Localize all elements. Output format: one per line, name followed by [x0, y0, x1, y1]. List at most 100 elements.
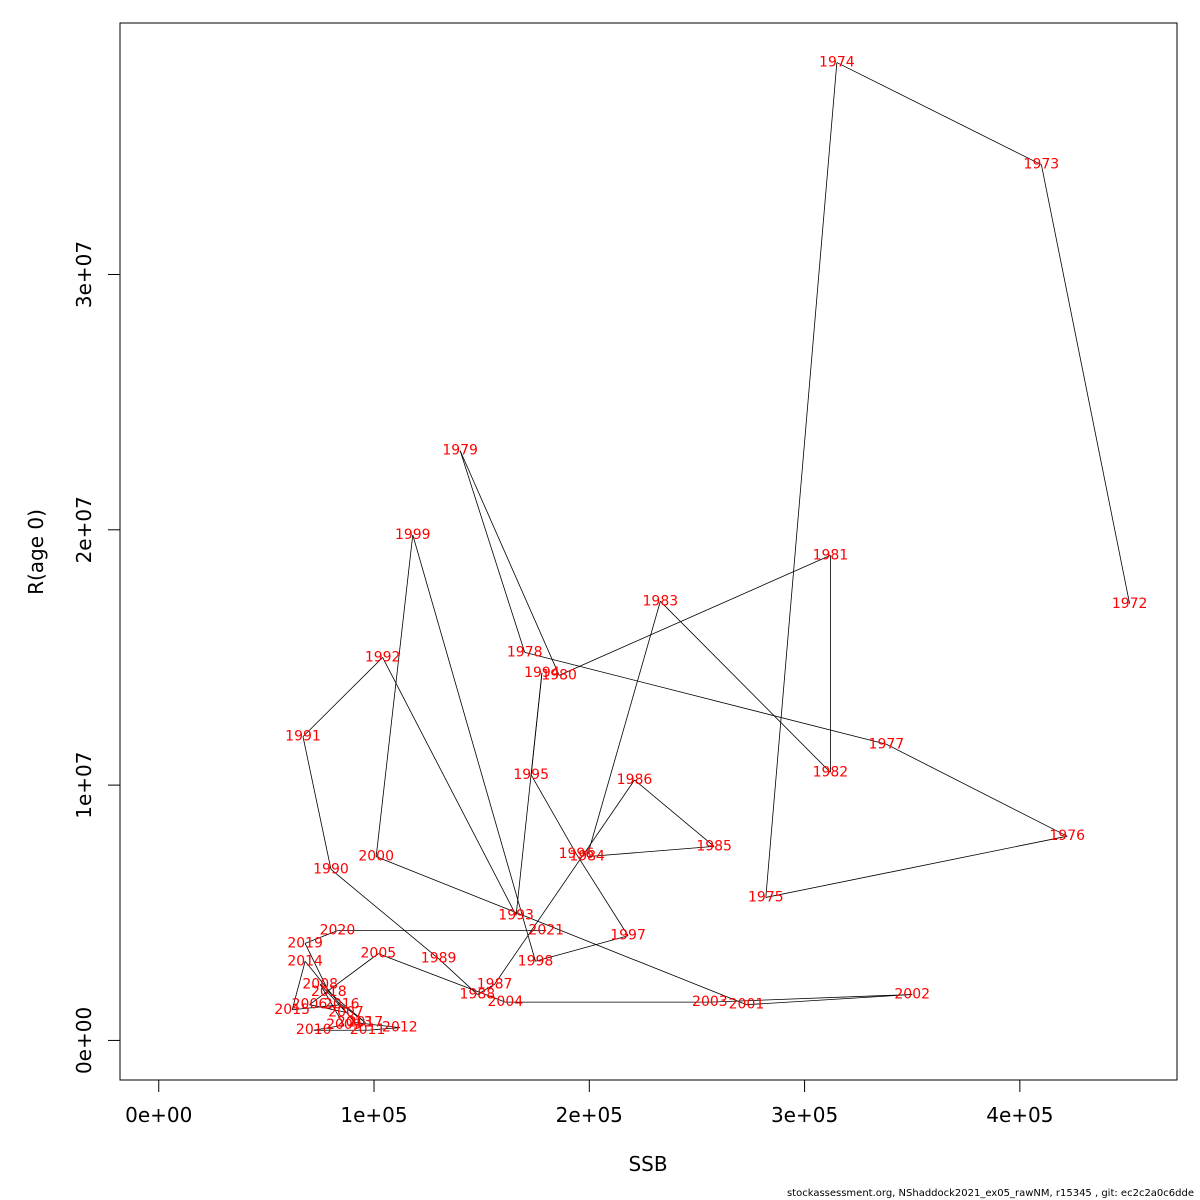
point-label-2008: 2008 — [302, 976, 338, 992]
point-label-1986: 1986 — [617, 772, 653, 788]
segment-2005-2006 — [309, 953, 379, 1006]
x-axis-title: SSB — [628, 1152, 667, 1176]
plot-border — [119, 22, 1178, 1081]
point-label-2015: 2015 — [274, 1002, 310, 1018]
segment-2002-2003 — [709, 994, 913, 1003]
segment-2011-2012 — [367, 1027, 400, 1031]
segment-1973-1974 — [836, 62, 1042, 166]
point-label-1993: 1993 — [498, 907, 534, 923]
point-label-2009: 2009 — [326, 1017, 362, 1033]
point-label-2019: 2019 — [287, 935, 323, 951]
segment-2001-2002 — [746, 994, 913, 1006]
point-label-1999: 1999 — [395, 527, 431, 543]
point-label-1976: 1976 — [1049, 828, 1085, 844]
x-axis: 0e+00 1e+05 2e+05 3e+05 4e+05 — [125, 1079, 1053, 1127]
point-label-2004: 2004 — [488, 994, 524, 1010]
y-axis-title: R(age 0) — [24, 509, 48, 595]
segment-1976-1977 — [886, 743, 1068, 837]
point-label-2000: 2000 — [358, 849, 394, 865]
y-tick-label-0: 0e+00 — [72, 1007, 96, 1074]
point-label-1978: 1978 — [507, 644, 543, 660]
segment-2015-2016 — [292, 1004, 342, 1011]
point-label-1975: 1975 — [748, 889, 784, 905]
footer-caption: stockassessment.org, NShaddock2021_ex05_… — [786, 1188, 1194, 1199]
segment-2006-2007 — [309, 1004, 347, 1013]
point-label-2016: 2016 — [324, 997, 360, 1013]
segment-1979-1980 — [459, 450, 560, 676]
point-label-1981: 1981 — [813, 547, 849, 563]
point-label-2020: 2020 — [320, 923, 356, 939]
segment-2017-2018 — [328, 991, 366, 1023]
point-label-1982: 1982 — [813, 764, 849, 780]
point-label-2011: 2011 — [350, 1022, 386, 1038]
point-label-2012: 2012 — [382, 1020, 418, 1036]
x-tick-label-1: 1e+05 — [340, 1103, 407, 1127]
segment-2013-2014 — [304, 961, 355, 1023]
segment-2000-2001 — [376, 856, 747, 1006]
point-label-2005: 2005 — [361, 946, 397, 962]
segment-1978-1979 — [459, 450, 526, 653]
segment-1983-1984 — [586, 601, 661, 857]
trajectory-line — [291, 62, 1131, 1031]
segment-2014-2015 — [291, 961, 306, 1010]
point-label-1984: 1984 — [569, 849, 605, 865]
x-tick-label-3: 3e+05 — [771, 1103, 838, 1127]
segment-1982-1983 — [660, 601, 831, 773]
point-label-2017: 2017 — [348, 1015, 384, 1031]
point-label-2002: 2002 — [894, 986, 930, 1002]
segment-1975-1976 — [765, 835, 1068, 898]
segment-1980-1981 — [558, 554, 831, 676]
point-label-1995: 1995 — [513, 767, 549, 783]
point-label-2018: 2018 — [311, 984, 347, 1000]
point-label-1987: 1987 — [477, 976, 513, 992]
point-label-1974: 1974 — [819, 55, 855, 71]
point-label-1989: 1989 — [421, 951, 457, 967]
plot-area — [119, 22, 1178, 1081]
point-label-1979: 1979 — [442, 443, 478, 459]
point-label-2010: 2010 — [296, 1022, 332, 1038]
segment-2012-2013 — [354, 1022, 400, 1029]
segment-1995-1996 — [530, 774, 577, 855]
segment-1972-1973 — [1040, 164, 1131, 604]
segment-1977-1978 — [524, 651, 887, 745]
point-label-2021: 2021 — [528, 923, 564, 939]
point-label-1990: 1990 — [313, 861, 349, 877]
x-tick-label-2: 2e+05 — [556, 1103, 623, 1127]
segment-1991-1992 — [302, 657, 383, 737]
point-label-1980: 1980 — [541, 667, 577, 683]
year-labels: 1972 1973 1974 1975 1976 1977 1978 1979 1980 1981… — [274, 55, 1147, 1039]
segment-2004-2005 — [378, 953, 506, 1003]
point-label-1972: 1972 — [1112, 596, 1148, 612]
segment-1986-1987 — [494, 779, 635, 985]
y-tick-label-2: 2e+07 — [72, 496, 96, 563]
segment-1999-2000 — [375, 534, 414, 857]
segment-2019-2020 — [304, 930, 338, 944]
segment-2007-2008 — [319, 983, 347, 1013]
y-tick-label-3: 3e+07 — [72, 241, 96, 308]
segment-2008-2009 — [319, 984, 345, 1026]
point-label-2003: 2003 — [692, 994, 728, 1010]
segment-1996-1997 — [576, 853, 629, 936]
segment-1998-1999 — [412, 534, 536, 962]
segment-1985-1986 — [634, 779, 715, 847]
point-label-1994: 1994 — [524, 665, 560, 681]
point-label-1983: 1983 — [643, 593, 679, 609]
point-label-1992: 1992 — [365, 649, 401, 665]
point-label-1998: 1998 — [518, 953, 554, 969]
point-label-1973: 1973 — [1024, 157, 1060, 173]
point-label-1991: 1991 — [285, 729, 321, 745]
point-label-1988: 1988 — [460, 986, 496, 1002]
segment-1974-1975 — [765, 62, 838, 898]
x-tick-label-4: 4e+05 — [986, 1103, 1053, 1127]
point-label-2014: 2014 — [287, 953, 323, 969]
point-label-2013: 2013 — [337, 1015, 373, 1031]
segment-1988-1989 — [438, 958, 478, 995]
point-label-1997: 1997 — [610, 928, 646, 944]
point-label-1977: 1977 — [869, 736, 905, 752]
point-label-2006: 2006 — [292, 997, 328, 1013]
point-label-2007: 2007 — [328, 1004, 364, 1020]
point-label-2001: 2001 — [729, 997, 765, 1013]
point-label-1985: 1985 — [696, 838, 732, 854]
segment-2018-2019 — [304, 943, 330, 993]
